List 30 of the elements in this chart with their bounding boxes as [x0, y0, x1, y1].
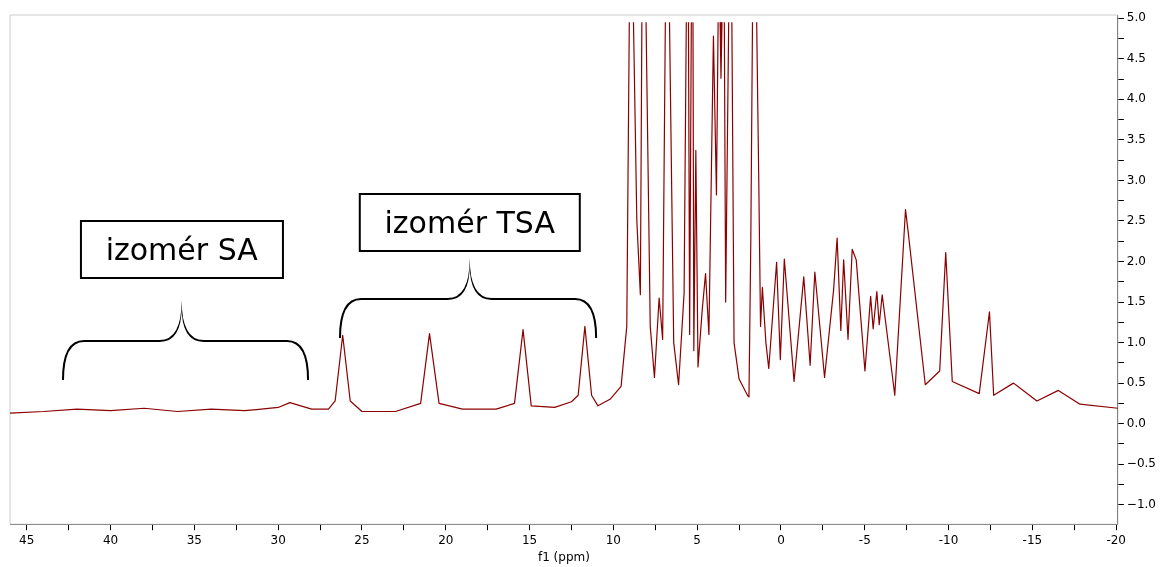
x-tick-label: 5	[693, 532, 701, 547]
y-tick-label: 3.0	[1126, 172, 1146, 187]
x-tick-label: 45	[19, 532, 35, 547]
x-tick-label: -10	[938, 532, 959, 547]
x-axis-title: f1 (ppm)	[537, 549, 590, 564]
y-tick-label: 4.5	[1126, 50, 1146, 65]
y-tick-label: 0.5	[1126, 375, 1146, 390]
y-tick-label: 4.0	[1126, 91, 1146, 106]
x-tick-label: 30	[270, 532, 286, 547]
y-tick-label: 0.0	[1126, 415, 1146, 430]
x-tick-label: 15	[521, 532, 538, 547]
x-tick-label: 40	[102, 532, 119, 547]
annotation: izomér SA	[79, 220, 284, 279]
x-tick-label: -5	[858, 532, 871, 547]
y-tick-label: −1.0	[1126, 496, 1156, 511]
y-tick-label: 1.5	[1126, 294, 1146, 309]
y-tick-label: 3.5	[1126, 131, 1146, 146]
y-tick-label: −0.5	[1126, 456, 1156, 471]
y-tick-label: 2.0	[1126, 253, 1146, 268]
x-tick-label: -15	[1022, 532, 1043, 547]
x-tick-label: 20	[438, 532, 454, 547]
x-tick-label: -20	[1106, 532, 1126, 547]
x-tick-label: 35	[186, 532, 202, 547]
y-tick-label: 1.0	[1126, 334, 1146, 349]
annotation: izomér TSA	[358, 193, 581, 252]
x-tick-label: 0	[777, 532, 785, 547]
y-tick-label: 5.0	[1126, 10, 1146, 25]
y-tick-label: 2.5	[1126, 213, 1146, 228]
x-tick-label: 10	[605, 532, 622, 547]
x-tick-label: 25	[354, 532, 370, 547]
